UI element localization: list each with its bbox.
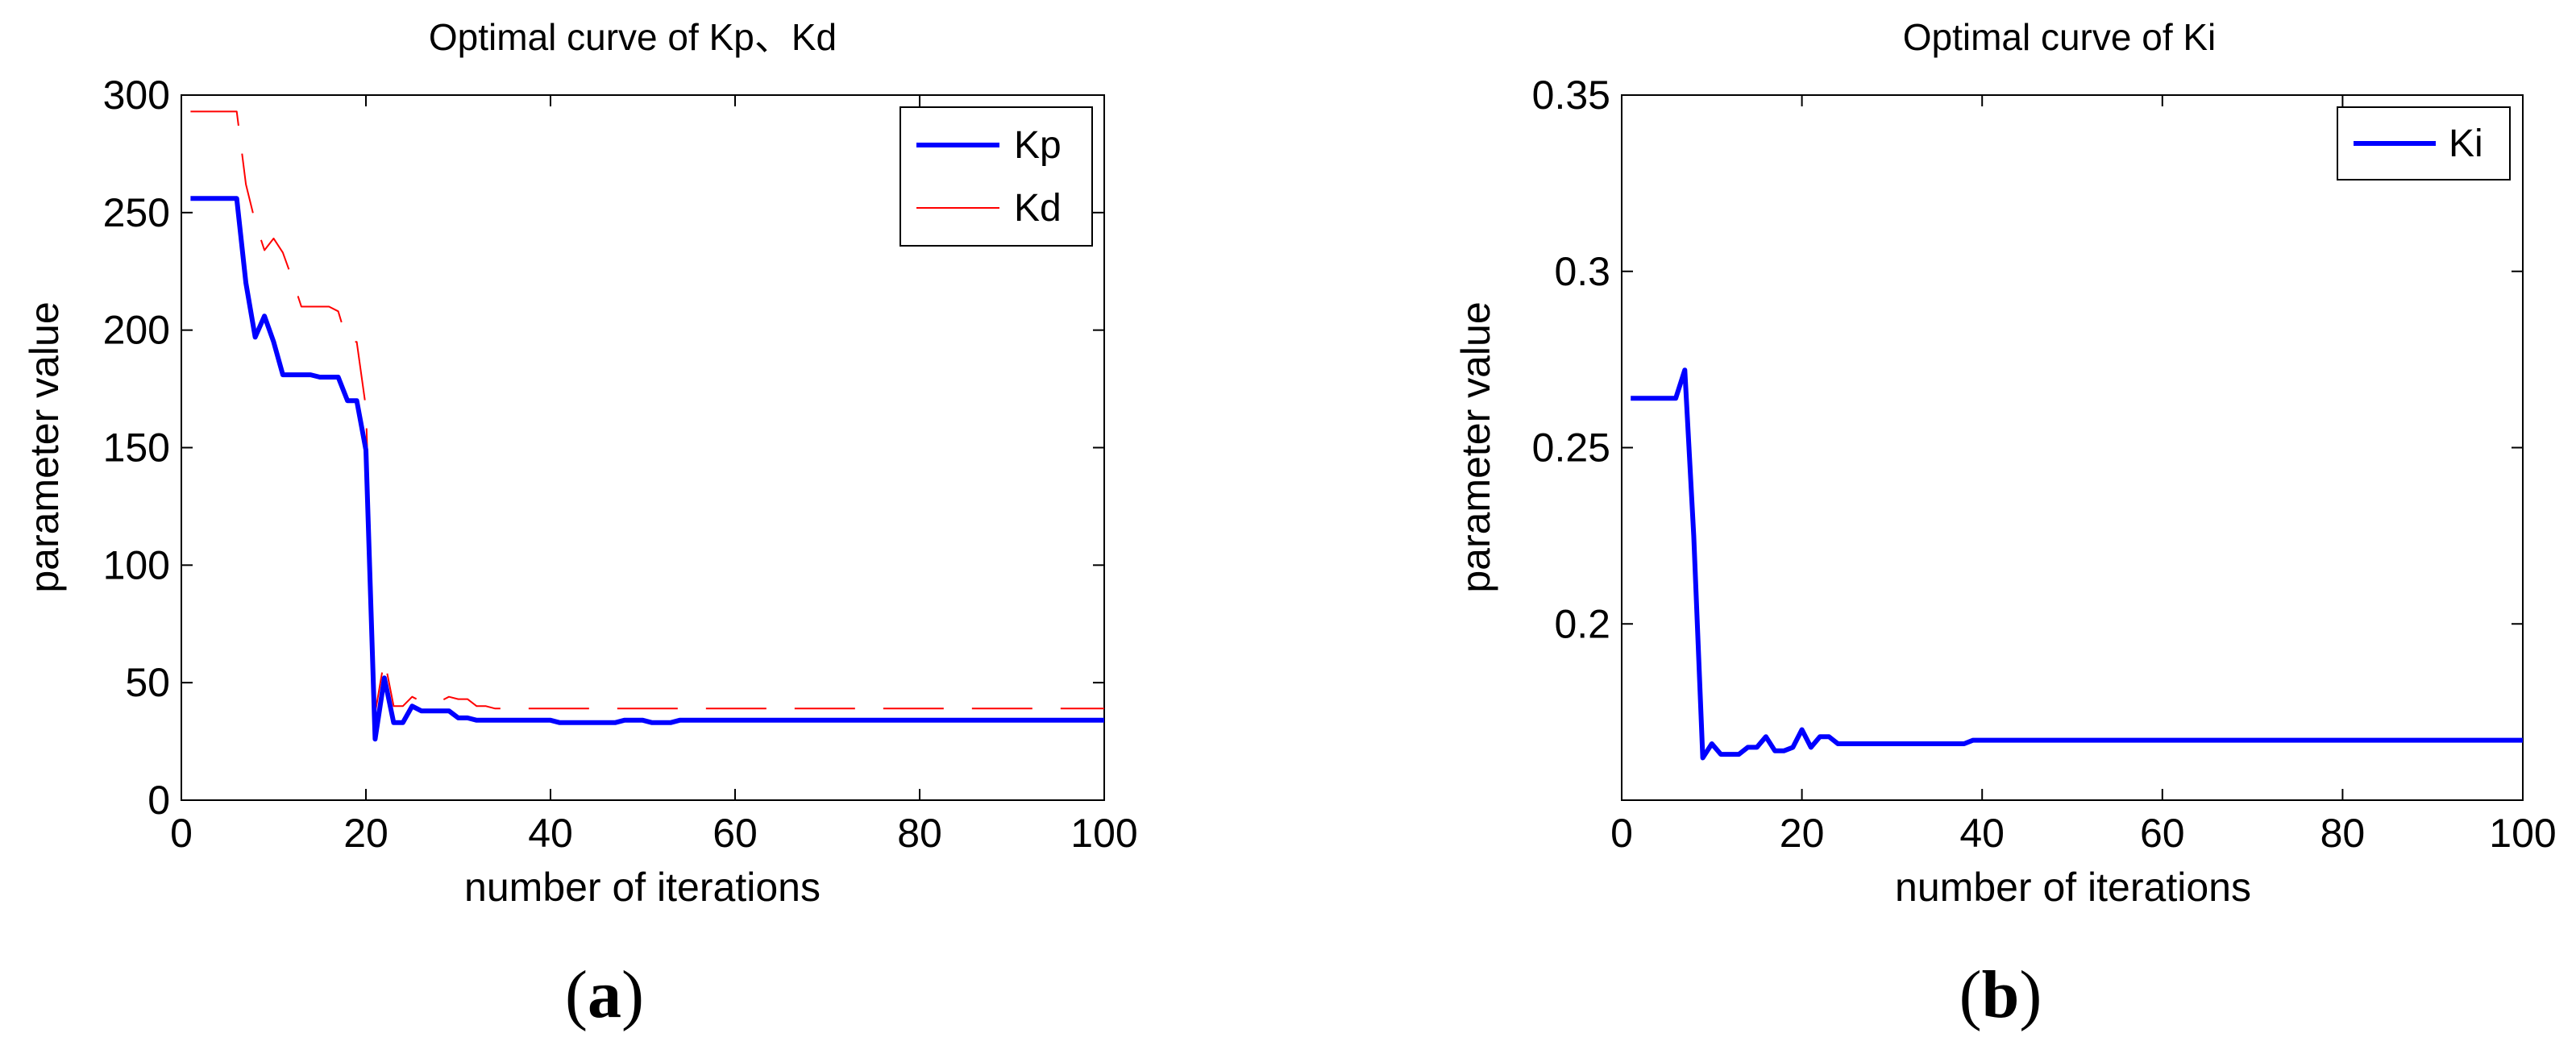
- chart-b-title: Optimal curve of Ki: [1903, 16, 2217, 58]
- chart-a-series-kd-line: [190, 110, 1104, 715]
- chart-a-y-tick-label: 50: [125, 660, 170, 705]
- chart-a-series-kp-line: [190, 196, 1104, 742]
- chart-b-x-tick-label: 40: [1959, 811, 2005, 856]
- chart-a-x-tick-label: 0: [170, 811, 193, 856]
- chart-b-legend: Ki: [2337, 106, 2511, 181]
- chart-a-x-tick-label: 80: [897, 811, 942, 856]
- chart-b-y-tick-label: 0.2: [1554, 601, 1610, 646]
- chart-b-legend-label-ki: Ki: [2449, 122, 2483, 165]
- caption-a-close: ): [621, 957, 644, 1032]
- chart-b-y-tick-label: 0.25: [1532, 425, 1610, 471]
- chart-b-x-tick-label: 60: [2140, 811, 2185, 856]
- chart-b-x-tick-label: 80: [2320, 811, 2366, 856]
- caption-b-close: ): [2019, 957, 2042, 1032]
- chart-b-x-tick-label: 100: [2489, 811, 2556, 856]
- chart-b-series-ki-line: [1631, 367, 2523, 761]
- chart-b: Optimal curve of Ki 0 20 40 60 80 100 0.2 0.25 0…: [1453, 16, 2557, 910]
- caption-b-open: (: [1959, 957, 1982, 1032]
- chart-a-y-tick-label: 300: [103, 73, 170, 118]
- chart-a-legend: Kp Kd: [900, 106, 1093, 247]
- chart-b-y-tick-label: 0.35: [1532, 73, 1610, 118]
- chart-a-y-tick-label: 0: [147, 778, 170, 823]
- chart-a-legend-label-kp: Kp: [1014, 124, 1062, 167]
- caption-b-letter: b: [1982, 957, 2020, 1032]
- chart-a-x-tick-label: 20: [343, 811, 388, 856]
- chart-a-x-axis-label: number of iterations: [464, 865, 821, 910]
- chart-a-y-tick-label: 150: [103, 425, 170, 471]
- chart-a-x-tick-label: 40: [528, 811, 573, 856]
- chart-a: Optimal curve of Kp、Kd 0 20 40 60 80 100 0 50 10…: [22, 16, 1138, 910]
- chart-b-y-tick-label: 0.3: [1554, 249, 1610, 294]
- chart-b-x-tick-label: 0: [1610, 811, 1633, 856]
- caption-a-open: (: [565, 957, 588, 1032]
- chart-a-y-tick-label: 200: [103, 308, 170, 353]
- chart-a-x-tick-label: 60: [713, 811, 758, 856]
- chart-b-x-tick-label: 20: [1780, 811, 1825, 856]
- chart-a-x-tick-label: 100: [1070, 811, 1137, 856]
- chart-b-y-axis-label: parameter value: [1453, 301, 1498, 592]
- chart-a-title: Optimal curve of Kp、Kd: [429, 16, 837, 58]
- chart-a-legend-box: [900, 106, 1093, 247]
- chart-a-legend-label-kd: Kd: [1014, 187, 1062, 230]
- chart-b-x-axis-label: number of iterations: [1895, 865, 2251, 910]
- chart-a-y-tick-label: 250: [103, 190, 170, 235]
- chart-a-y-tick-label: 100: [103, 542, 170, 587]
- caption-b: (b): [1959, 957, 2042, 1032]
- caption-a: (a): [565, 957, 644, 1032]
- chart-a-y-axis-label: parameter value: [22, 301, 67, 592]
- caption-a-letter: a: [588, 957, 621, 1032]
